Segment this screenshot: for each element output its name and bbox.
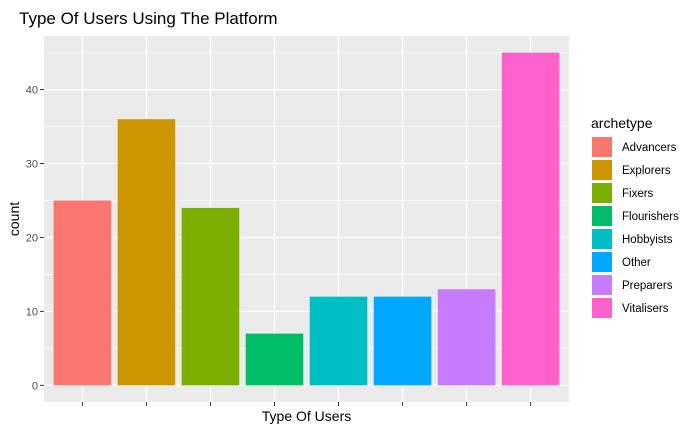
x-axis bbox=[81, 402, 532, 406]
y-tick-label: 30 bbox=[26, 159, 38, 171]
y-tick-label: 40 bbox=[26, 85, 38, 97]
legend-title: archetype bbox=[591, 115, 653, 131]
legend-swatch-preparers bbox=[592, 275, 612, 295]
legend: archetype Advancers Explorers Fixers Flouri… bbox=[591, 115, 679, 318]
bar-advancers bbox=[53, 200, 112, 386]
legend-swatch-vitalisers bbox=[592, 298, 612, 318]
legend-swatch-explorers bbox=[592, 160, 612, 180]
bar-other bbox=[373, 296, 432, 386]
legend-label-hobbyists: Hobbyists bbox=[622, 234, 673, 246]
bar-hobbyists bbox=[309, 296, 368, 386]
bar-vitalisers bbox=[501, 52, 560, 386]
legend-label-other: Other bbox=[622, 257, 651, 269]
legend-swatch-advancers bbox=[592, 137, 612, 157]
legend-swatch-fixers bbox=[592, 183, 612, 203]
bar-fixers bbox=[181, 207, 240, 386]
legend-label-explorers: Explorers bbox=[622, 165, 671, 177]
y-axis-title: count bbox=[6, 202, 22, 236]
legend-label-vitalisers: Vitalisers bbox=[622, 303, 669, 315]
chart-title: Type Of Users Using The Platform bbox=[19, 9, 278, 28]
x-axis-title: Type Of Users bbox=[262, 408, 351, 424]
bar-preparers bbox=[437, 289, 496, 386]
bar-explorers bbox=[117, 119, 176, 386]
bar-flourishers bbox=[245, 333, 304, 386]
legend-label-flourishers: Flourishers bbox=[622, 211, 679, 223]
legend-label-advancers: Advancers bbox=[622, 142, 677, 154]
legend-swatch-hobbyists bbox=[592, 229, 612, 249]
legend-swatch-flourishers bbox=[592, 206, 612, 226]
legend-swatch-other bbox=[592, 252, 612, 272]
legend-label-fixers: Fixers bbox=[622, 188, 654, 200]
y-axis: 0 10 20 30 40 bbox=[26, 85, 44, 392]
y-tick-label: 0 bbox=[32, 380, 38, 392]
bars bbox=[53, 52, 560, 386]
legend-label-preparers: Preparers bbox=[622, 280, 673, 292]
y-tick-label: 10 bbox=[26, 306, 38, 318]
y-tick-label: 20 bbox=[26, 232, 38, 244]
